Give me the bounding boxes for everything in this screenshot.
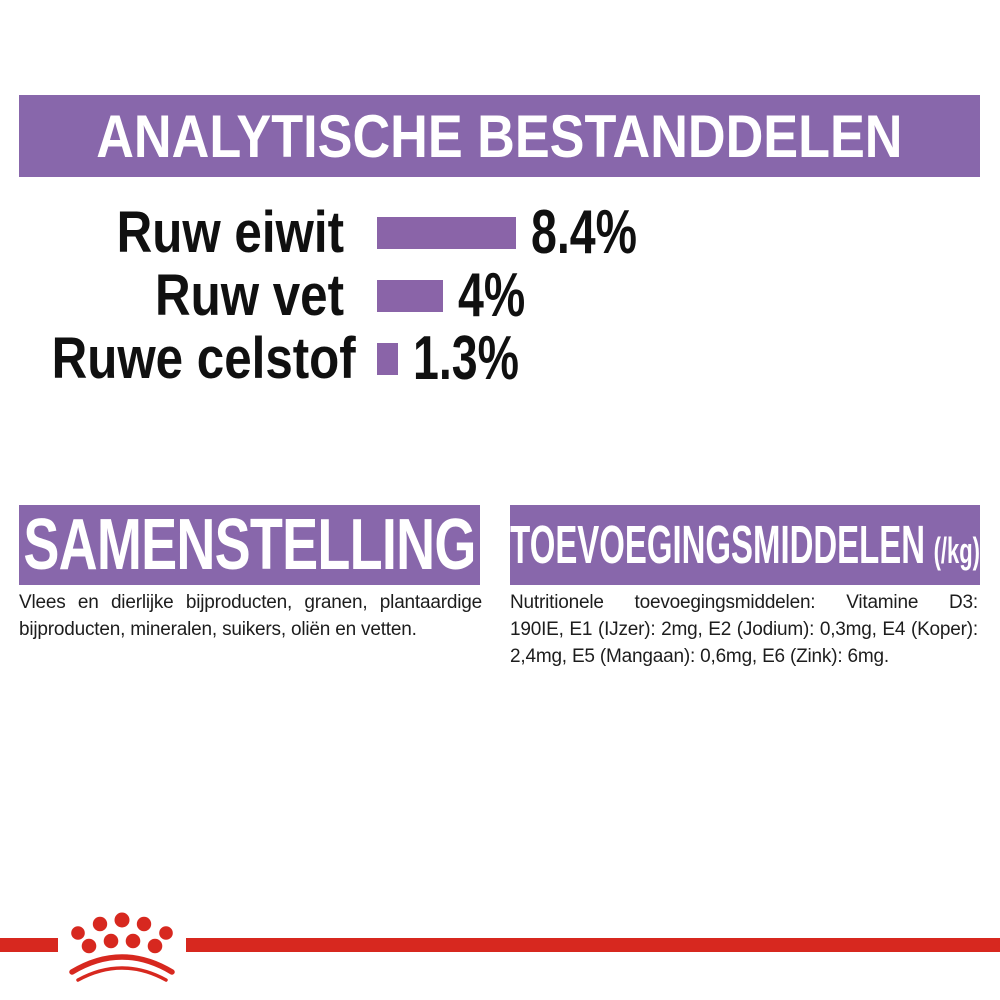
nutrient-label: Ruwe celstof [51, 326, 356, 391]
nutrient-row: Ruwe celstof 1.3% [0, 324, 1000, 393]
additives-text: Nutritionele toevoegingsmiddelen: Vitami… [510, 589, 978, 670]
analytical-components-banner: ANALYTISCHE BESTANDDELEN [19, 95, 980, 177]
composition-text: Vlees en dierlijke bijproducten, granen,… [19, 589, 482, 643]
nutrient-bar [377, 279, 443, 312]
nutrient-bar-chart: Ruw eiwit 8.4% Ruw vet 4% Ruwe celstof 1… [0, 198, 1000, 393]
footer-line-left [0, 938, 58, 952]
additives-banner: TOEVOEGINGSMIDDELEN (/kg) [510, 505, 980, 585]
page-title: ANALYTISCHE BESTANDDELEN [96, 102, 903, 170]
nutrient-label: Ruw eiwit [116, 200, 344, 265]
nutrient-bar [377, 216, 516, 249]
nutrient-value: 4% [458, 261, 526, 330]
additives-text-line: 190IE, E1 (IJzer): 2mg, E2 (Jodium): 0,3… [510, 619, 978, 640]
composition-text-line: bijproducten, mineralen, suikers, oliën … [19, 619, 417, 640]
additives-title: TOEVOEGINGSMIDDELEN [510, 515, 925, 575]
nutrient-value: 1.3% [413, 324, 519, 393]
footer-line-right [186, 938, 1000, 952]
nutrient-row: Ruw vet 4% [0, 261, 1000, 330]
composition-banner: SAMENSTELLING [19, 505, 480, 585]
composition-title: SAMENSTELLING [23, 505, 476, 585]
nutrient-row: Ruw eiwit 8.4% [0, 198, 1000, 267]
additives-text-line: 2,4mg, E5 (Mangaan): 0,6mg, E6 (Zink): 6… [510, 646, 889, 667]
nutrient-bar [377, 342, 398, 375]
royal-canin-crown-icon [69, 912, 175, 982]
additives-unit: (/kg) [933, 530, 980, 571]
nutrient-label: Ruw vet [154, 263, 344, 328]
nutrient-value: 8.4% [531, 198, 637, 267]
composition-text-line: Vlees en dierlijke bijproducten, granen,… [19, 592, 482, 613]
additives-text-line: Nutritionele toevoegingsmiddelen: Vitami… [510, 592, 978, 613]
